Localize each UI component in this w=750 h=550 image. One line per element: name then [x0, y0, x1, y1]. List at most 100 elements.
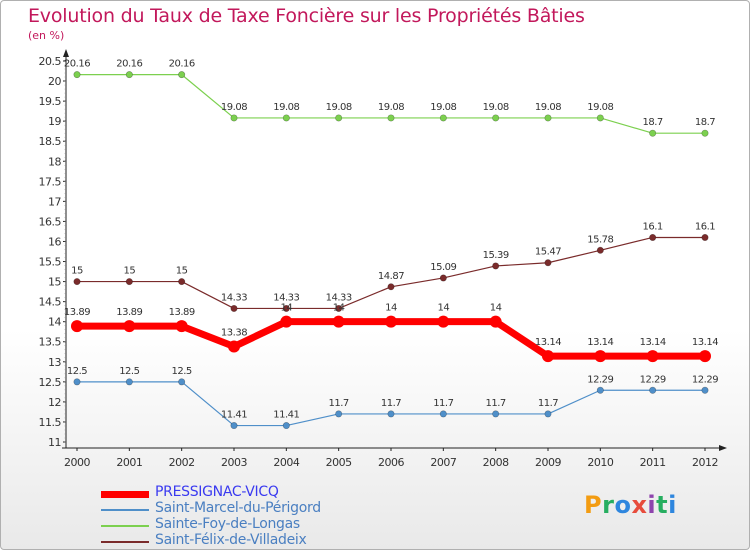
x-axis-arrow [719, 445, 727, 451]
data-label: 12.29 [587, 374, 613, 385]
data-label: 15.78 [587, 234, 613, 245]
y-tick-label: 20 [48, 75, 61, 88]
logo-letter: i [647, 491, 657, 519]
data-label: 13.14 [640, 337, 666, 348]
data-point [227, 340, 240, 353]
data-point [73, 378, 81, 386]
y-tick-label: 20.5 [39, 55, 62, 68]
legend-label: Saint-Marcel-du-Périgord [155, 500, 321, 516]
data-point [646, 350, 659, 363]
data-label: 13.14 [692, 337, 718, 348]
data-label: 19.08 [378, 102, 404, 113]
data-label: 19.08 [587, 102, 613, 113]
x-tick-label: 2011 [640, 456, 666, 469]
logo-letter: P [584, 491, 603, 519]
x-tick-label: 2008 [483, 456, 509, 469]
data-point [178, 278, 186, 286]
data-label: 15.09 [430, 262, 456, 273]
data-label: 11.41 [221, 410, 247, 421]
data-point [649, 386, 657, 394]
legend: PRESSIGNAC-VICQ Saint-Marcel-du-Périgord… [101, 484, 501, 549]
data-label: 19.08 [535, 102, 561, 113]
data-point [492, 410, 500, 418]
data-point [178, 71, 186, 79]
logo-letter: i [668, 491, 677, 519]
data-point [335, 114, 343, 122]
data-label: 14.87 [378, 271, 404, 282]
data-label: 11.41 [273, 410, 299, 421]
chart-title: Evolution du Taux de Taxe Foncière sur l… [28, 5, 585, 27]
data-label: 12.5 [119, 366, 139, 377]
data-point [335, 410, 343, 418]
data-point [544, 114, 552, 122]
proxiti-logo: Proxiti [584, 491, 677, 519]
data-label: 15.47 [535, 247, 561, 258]
axes [62, 49, 727, 451]
data-label: 20.16 [169, 59, 195, 70]
data-point [489, 315, 502, 328]
data-label: 16.1 [643, 221, 663, 232]
data-point [125, 278, 133, 286]
data-label: 13.89 [64, 307, 90, 318]
unit-label: (en %) [28, 29, 65, 42]
data-label: 20.16 [64, 59, 90, 70]
x-tick-label: 2004 [273, 456, 299, 469]
y-tick-label: 13 [48, 356, 61, 369]
y-tick-label: 17 [48, 195, 61, 208]
data-point [701, 129, 709, 137]
data-label: 14 [333, 303, 345, 314]
data-point [282, 422, 290, 430]
legend-item: PRESSIGNAC-VICQ [101, 484, 501, 502]
logo-letter: t [656, 491, 669, 519]
data-point [596, 114, 604, 122]
data-point [541, 350, 554, 363]
x-tick-label: 2012 [692, 456, 718, 469]
data-label: 13.89 [116, 307, 142, 318]
data-point [596, 246, 604, 254]
data-point [649, 129, 657, 137]
data-point [701, 233, 709, 241]
logo-letter: r [602, 491, 615, 519]
data-point [544, 410, 552, 418]
x-tick-label: 2007 [430, 456, 456, 469]
y-tick-label: 12.5 [39, 376, 62, 389]
data-label: 12.29 [692, 374, 718, 385]
data-label: 20.16 [116, 59, 142, 70]
data-label: 18.7 [643, 117, 663, 128]
axis-ticks: 11 11.5 12 12.5 13 13.5 14 14.5 15 15.5 16 16.5 17 17… [39, 55, 719, 469]
data-label: 11.7 [329, 398, 349, 409]
data-point [437, 315, 450, 328]
data-label: 14 [280, 303, 292, 314]
data-label: 19.08 [430, 102, 456, 113]
data-label: 13.14 [587, 337, 613, 348]
data-label: 15 [71, 266, 83, 277]
data-point [387, 410, 395, 418]
data-point [698, 350, 711, 363]
data-label: 14 [490, 303, 502, 314]
data-point [230, 422, 238, 430]
data-point [123, 320, 136, 333]
data-label: 14 [385, 303, 397, 314]
data-point [492, 262, 500, 270]
data-point [439, 410, 447, 418]
y-tick-label: 19 [48, 115, 61, 128]
data-points [71, 71, 711, 430]
x-tick-label: 2010 [587, 456, 613, 469]
data-point [230, 114, 238, 122]
x-tick-label: 2003 [221, 456, 247, 469]
data-point [701, 386, 709, 394]
data-point [178, 378, 186, 386]
x-tick-label: 2002 [169, 456, 195, 469]
data-point [649, 233, 657, 241]
logo-letter: x [631, 491, 648, 519]
y-tick-label: 19.5 [39, 95, 62, 108]
y-tick-label: 11 [48, 436, 61, 449]
data-label: 15 [176, 266, 188, 277]
data-label: 13.38 [221, 328, 247, 339]
data-label: 12.5 [67, 366, 87, 377]
data-point [544, 259, 552, 267]
data-label: 19.08 [273, 102, 299, 113]
legend-label: Saint-Félix-de-Villadeix [155, 532, 307, 548]
legend-label: Sainte-Foy-de-Longas [155, 516, 300, 532]
